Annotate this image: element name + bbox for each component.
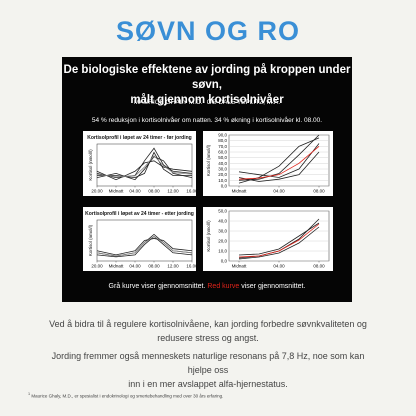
caption-text: Grå kurve viser gjennomsnittet. bbox=[108, 283, 208, 290]
authors: MAURICE GHALY M.D.¹ OG DALE TEPLITZ, M.A… bbox=[133, 99, 281, 106]
series-line bbox=[238, 223, 320, 258]
paragraph-line: Ved å bidra til å regulere kortisolnivåe… bbox=[49, 319, 367, 329]
x-tick-label: Midnatt bbox=[109, 189, 125, 194]
paragraph: Ved å bidra til å regulere kortisolnivåe… bbox=[40, 317, 376, 345]
y-tick-label: 50,0 bbox=[218, 209, 227, 214]
y-tick-label: 70,0 bbox=[218, 144, 227, 149]
x-tick-label: 04.00 bbox=[273, 264, 285, 269]
x-tick-label: 16.00 bbox=[186, 189, 196, 194]
panel-title: Kortisolprofil i løpet av 24 timer - før… bbox=[87, 135, 191, 141]
x-tick-label: 04.00 bbox=[129, 189, 141, 194]
x-tick-label: 08.00 bbox=[313, 264, 325, 269]
y-tick-label: 10,0 bbox=[218, 249, 227, 254]
x-tick-label: 08.00 bbox=[148, 264, 160, 269]
series-line bbox=[96, 147, 193, 179]
x-tick-label: Midnatt bbox=[232, 264, 248, 269]
paragraph: Jording fremmer også menneskets naturlig… bbox=[40, 349, 376, 391]
infographic-heading: De biologiske effektene av jording på kr… bbox=[62, 63, 352, 108]
y-tick-label: 20,0 bbox=[218, 239, 227, 244]
x-tick-label: 12.00 bbox=[167, 264, 179, 269]
y-tick-label: 90,0 bbox=[218, 133, 227, 138]
x-tick-label: Midnatt bbox=[232, 189, 248, 194]
series-line bbox=[97, 151, 192, 179]
footnote-text: Maurice Ghaly, M.D., er spesialist i end… bbox=[31, 393, 224, 399]
x-tick-label: 12.00 bbox=[167, 189, 179, 194]
x-tick-label: 20.00 bbox=[91, 264, 103, 269]
series-line bbox=[238, 218, 320, 259]
y-tick-label: 20,0 bbox=[218, 172, 227, 177]
series-line bbox=[238, 146, 320, 180]
y-tick-label: 40,0 bbox=[218, 219, 227, 224]
y-tick-label: 60,0 bbox=[218, 150, 227, 155]
series-line bbox=[238, 143, 320, 178]
footnote-marker: 1 bbox=[28, 392, 31, 396]
panel-title: Kortisolprofil i løpet av 24 timer - ett… bbox=[85, 211, 194, 217]
stat: 54 % reduksjon i kortisolnivåer om natte… bbox=[91, 117, 323, 124]
series-line bbox=[238, 222, 320, 256]
x-tick-label: Midnatt bbox=[109, 264, 125, 269]
series-line bbox=[238, 226, 320, 260]
y-tick-label: 30,0 bbox=[218, 229, 227, 234]
paragraph-line: Jording fremmer også menneskets naturlig… bbox=[51, 351, 365, 375]
plot-frame bbox=[228, 210, 330, 262]
plot-frame bbox=[96, 219, 193, 262]
x-tick-label: 04.00 bbox=[129, 264, 141, 269]
series-line bbox=[238, 151, 320, 182]
y-tick-label: 0,0 bbox=[221, 184, 228, 189]
y-tick-label: 30,0 bbox=[218, 167, 227, 172]
caption-text: viser gjennomsnittet. bbox=[239, 283, 306, 290]
panel: Kortisol (nmol/l) 0,0 10,0 20,0 30,0 40,0 50,0… bbox=[203, 207, 333, 271]
plot-frame bbox=[96, 143, 193, 187]
series-line bbox=[96, 235, 193, 257]
footnote: 1 Maurice Ghaly, M.D., er spesialist i e… bbox=[28, 392, 223, 399]
x-tick-label: 04.00 bbox=[273, 189, 285, 194]
y-tick-label: 40,0 bbox=[218, 161, 227, 166]
heading-line: målt gjennom kortisolnivåer bbox=[130, 94, 284, 106]
y-tick-label: 80,0 bbox=[218, 138, 227, 143]
page-title: SØVN OG RO bbox=[115, 16, 301, 46]
y-tick-label: 10,0 bbox=[218, 178, 227, 183]
caption: Grå kurve viser gjennomsnittet. Red kurv… bbox=[62, 283, 352, 290]
series-line bbox=[96, 155, 193, 178]
y-axis-label: Kortisol (nmol/l) bbox=[88, 149, 93, 181]
heading-line: De biologiske effektene av jording på kr… bbox=[63, 64, 351, 91]
x-tick-label: 16.00 bbox=[186, 264, 196, 269]
series-line bbox=[96, 233, 193, 257]
series-line bbox=[238, 137, 320, 184]
y-tick-label: 0,0 bbox=[221, 259, 228, 264]
x-tick-label: 08.00 bbox=[148, 189, 160, 194]
y-axis-label: Kortisol (nmol/l) bbox=[88, 224, 93, 256]
y-axis-label: Kortisol (nmol/l) bbox=[206, 144, 211, 176]
paragraph-line: redusere stress og angst. bbox=[157, 333, 259, 343]
y-axis-label: Kortisol (nmol/l) bbox=[206, 220, 211, 252]
y-tick-label: 50,0 bbox=[218, 155, 227, 160]
x-tick-label: 20.00 bbox=[91, 189, 103, 194]
series-line bbox=[96, 238, 193, 256]
series-line bbox=[96, 235, 193, 258]
caption-red: Red kurve bbox=[207, 283, 240, 290]
panel: Kortisolprofil i løpet av 24 timer - ett… bbox=[83, 207, 196, 271]
panel: Kortisol (nmol/l) 0,010,020,030,040,050,0… bbox=[203, 131, 333, 196]
paragraph-line: inn i en mer avslappet alfa-hjernestatus… bbox=[128, 379, 288, 389]
x-tick-label: 08.00 bbox=[313, 189, 325, 194]
panel: Kortisolprofil i løpet av 24 timer - før… bbox=[83, 131, 196, 196]
